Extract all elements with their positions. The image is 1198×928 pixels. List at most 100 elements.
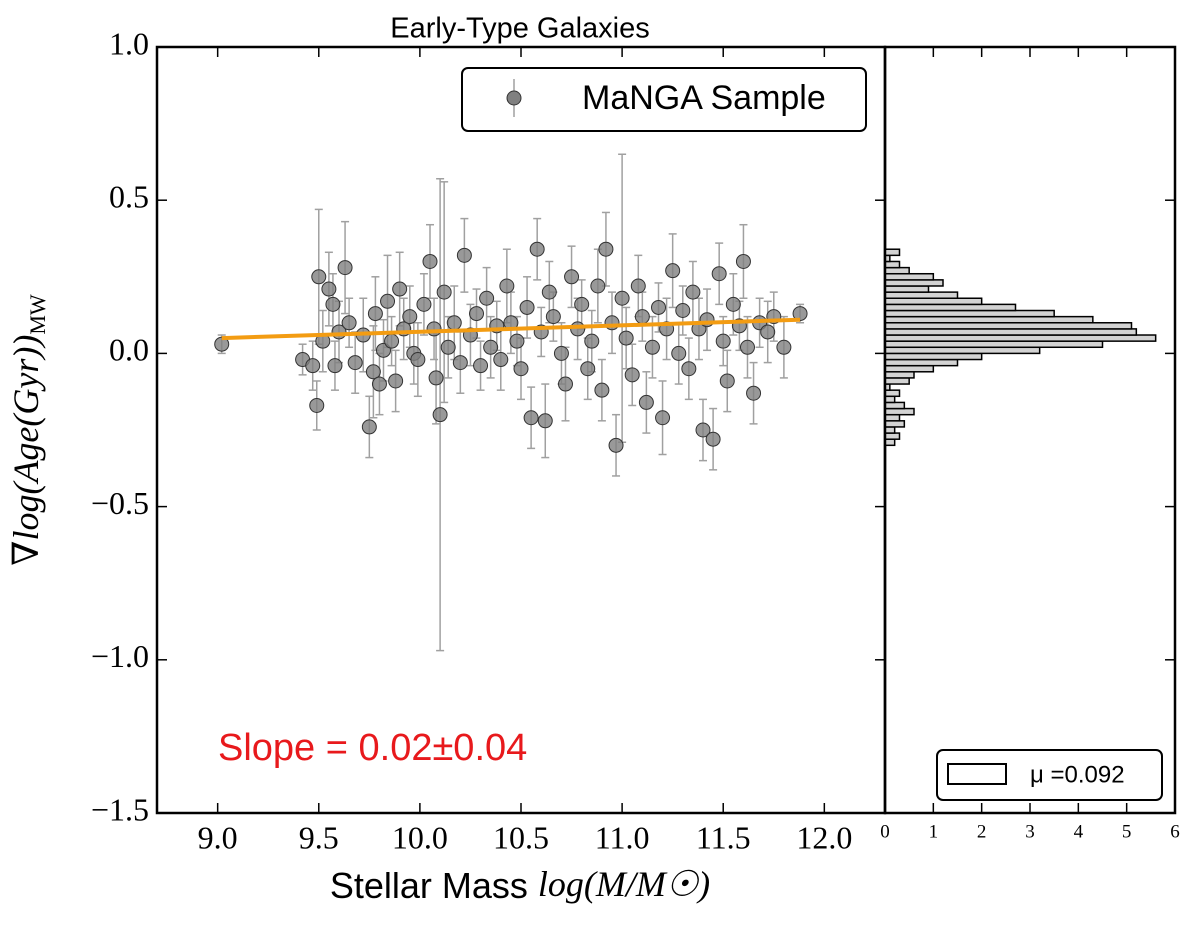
- y-tick-label: −1.0: [91, 638, 149, 674]
- point: [746, 385, 762, 401]
- x-tick-label: 10.5: [493, 819, 549, 855]
- hist-bar: [884, 260, 901, 269]
- y-tick-label: 0.0: [109, 332, 149, 368]
- point: [428, 370, 444, 386]
- point: [739, 339, 755, 355]
- x-tick-label: 1: [929, 821, 939, 842]
- point: [402, 309, 418, 325]
- point: [479, 290, 495, 306]
- x-tick-label: 12.0: [796, 819, 852, 855]
- point: [715, 333, 731, 349]
- point: [760, 324, 776, 340]
- point: [598, 241, 614, 257]
- y-tick-label: 0.5: [109, 179, 149, 215]
- x-tick-label: 11.5: [696, 819, 751, 855]
- point: [537, 413, 553, 429]
- point: [634, 309, 650, 325]
- point: [630, 278, 646, 294]
- point: [608, 437, 624, 453]
- point: [440, 339, 456, 355]
- y-label-text: ∇log(Age(Gyr)): [6, 335, 46, 566]
- point: [541, 284, 557, 300]
- legend-label: μ =0.092: [1030, 761, 1125, 788]
- point: [361, 419, 377, 435]
- point: [529, 241, 545, 257]
- point: [325, 296, 341, 312]
- point: [347, 355, 363, 371]
- x-tick-label: 3: [1025, 821, 1035, 842]
- y-label-sub: MW: [25, 294, 50, 335]
- point: [446, 315, 462, 331]
- hist-bar: [884, 322, 1133, 330]
- hist-bar: [884, 346, 1041, 355]
- point: [665, 263, 681, 279]
- point: [719, 373, 735, 389]
- point: [614, 290, 630, 306]
- annotation: Slope = 0.02±0.04: [218, 727, 527, 769]
- hist-bar: [884, 303, 1017, 312]
- x-tick-label: 2: [977, 821, 987, 842]
- point: [574, 296, 590, 312]
- hist-bar: [884, 340, 1104, 349]
- hist-bar: [884, 291, 959, 299]
- point: [305, 358, 321, 374]
- point: [580, 361, 596, 377]
- hist-bar: [884, 413, 901, 422]
- hist-bar: [884, 285, 930, 293]
- point: [655, 410, 671, 426]
- hist-bar: [884, 315, 1094, 324]
- point: [624, 367, 640, 383]
- hist-bar: [884, 377, 910, 385]
- hist-bar: [884, 438, 896, 447]
- point: [327, 358, 343, 374]
- hist-bar: [884, 297, 983, 306]
- fit-line: [221, 317, 801, 341]
- point: [705, 431, 721, 447]
- x-label-text: Stellar Mass: [330, 865, 528, 906]
- point: [499, 278, 515, 294]
- point: [483, 339, 499, 355]
- point: [776, 339, 792, 355]
- point: [644, 339, 660, 355]
- point: [365, 364, 381, 380]
- x-tick-label: 10.0: [392, 819, 448, 855]
- point: [456, 247, 472, 263]
- point: [564, 269, 580, 285]
- hist-bar: [884, 248, 901, 257]
- point: [309, 397, 325, 413]
- point: [422, 253, 438, 269]
- point: [513, 361, 529, 377]
- hist-bar: [884, 432, 901, 440]
- hist-bar: [884, 279, 944, 287]
- y-tick-label: 1.0: [109, 25, 149, 61]
- point: [725, 296, 741, 312]
- legend-swatch: [947, 763, 1007, 785]
- hist-bar: [884, 420, 906, 428]
- point: [311, 269, 327, 285]
- point: [410, 352, 426, 368]
- hist-bar: [884, 364, 935, 373]
- hist-bar: [884, 426, 896, 434]
- point: [638, 394, 654, 410]
- point: [594, 382, 610, 398]
- point: [341, 315, 357, 331]
- hist-bar: [884, 371, 915, 379]
- hist-bar: [884, 407, 915, 416]
- point: [436, 284, 452, 300]
- x-tick-label: 5: [1122, 821, 1132, 842]
- point: [388, 373, 404, 389]
- legend-box: [461, 67, 867, 132]
- hist-bar: [884, 395, 896, 404]
- point: [384, 333, 400, 349]
- point: [509, 333, 525, 349]
- point: [426, 321, 442, 337]
- x-tick-label: 9.5: [299, 819, 339, 855]
- point: [735, 253, 751, 269]
- x-tick-label: 9.0: [198, 819, 238, 855]
- chart-title: Early-Type Galaxies: [390, 13, 650, 45]
- legend-box: [936, 749, 1163, 801]
- point: [380, 293, 396, 309]
- point: [367, 306, 383, 322]
- plot-frame: [883, 45, 1177, 815]
- point: [681, 361, 697, 377]
